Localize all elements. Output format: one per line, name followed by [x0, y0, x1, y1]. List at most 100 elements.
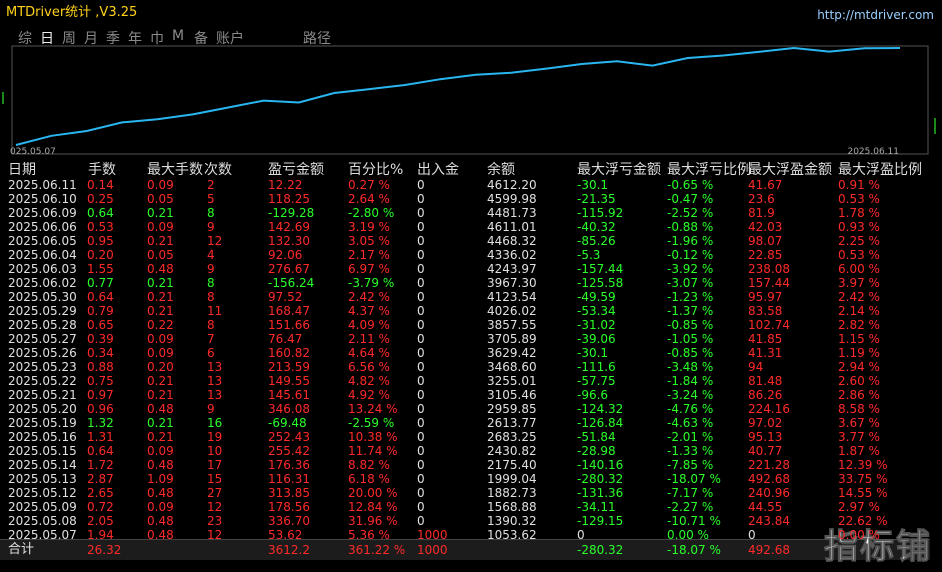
table-cell: 0.00 % [667, 528, 709, 542]
table-cell: 336.70 [268, 514, 310, 528]
table-cell: 0.53 % [838, 248, 880, 262]
table-cell: 0.05 [147, 248, 174, 262]
table-cell: 13 [207, 360, 223, 374]
table-cell: 2025.05.15 [8, 444, 77, 458]
table-cell: -0.85 % [667, 318, 714, 332]
tab[interactable]: 季 [106, 31, 120, 47]
column-header: 最大浮亏金额 [577, 162, 661, 178]
table-cell: 0 [417, 318, 425, 332]
table-cell: 252.43 [268, 430, 310, 444]
table-cell: 1.19 % [838, 346, 880, 360]
table-cell: 0.21 [147, 416, 174, 430]
table-cell: 33.75 % [838, 472, 888, 486]
table-cell: -1.23 % [667, 290, 714, 304]
table-cell: 10 [207, 444, 223, 458]
table-cell: 2175.40 [487, 458, 537, 472]
column-header: 最大浮盈比例 [838, 162, 922, 178]
table-cell: 0 [417, 430, 425, 444]
table-cell: 0.48 [147, 458, 174, 472]
table-cell: 16 [207, 416, 223, 430]
table-cell: -7.17 % [667, 486, 714, 500]
table-cell: 2025.06.11 [8, 178, 77, 192]
table-cell: 0 [417, 276, 425, 290]
table-cell: -156.24 [268, 276, 315, 290]
table-cell: 6.56 % [348, 360, 390, 374]
url-link[interactable]: http://mtdriver.com [817, 8, 934, 22]
table-cell: -39.06 [577, 332, 616, 346]
table-cell: 0 [417, 178, 425, 192]
tab[interactable]: 日 [40, 31, 54, 47]
tab[interactable]: M [172, 28, 185, 44]
table-cell: 2025.05.14 [8, 458, 77, 472]
tab[interactable]: 周 [62, 31, 76, 47]
column-header: 百分比% [348, 162, 404, 178]
table-cell: 2.65 [87, 486, 114, 500]
tab[interactable]: 综 [18, 31, 32, 47]
table-cell: 4.82 % [348, 374, 390, 388]
table-cell: 0.00 % [838, 528, 880, 542]
table-cell: 22.85 [748, 248, 783, 262]
watermark: 指标铺 [824, 527, 932, 568]
table-cell: 0.64 [87, 206, 114, 220]
table-cell: 41.67 [748, 178, 783, 192]
column-header: 日期 [8, 162, 36, 178]
table-cell: -0.12 % [667, 248, 714, 262]
table-cell: 313.85 [268, 486, 310, 500]
table-cell: 19 [207, 430, 223, 444]
tab[interactable]: 巾 [150, 31, 164, 47]
table-cell: 2.87 [87, 472, 114, 486]
table-cell: -129.28 [268, 206, 315, 220]
table-cell: 0.48 [147, 486, 174, 500]
table-cell: 0 [417, 234, 425, 248]
table-cell: 0.20 [147, 360, 174, 374]
table-cell: -2.52 % [667, 206, 714, 220]
table-cell: 0.21 [147, 388, 174, 402]
tab[interactable]: 路径 [303, 31, 331, 47]
table-cell: 0 [417, 402, 425, 416]
table-cell: 0.65 [87, 318, 114, 332]
table-cell: 2025.05.07 [8, 528, 77, 542]
table-cell: 0 [417, 486, 425, 500]
column-header: 余额 [487, 162, 515, 178]
table-cell: 0.72 [87, 500, 114, 514]
table-cell: 1568.88 [487, 500, 537, 514]
table-cell: 2.82 % [838, 318, 880, 332]
table-cell: -34.11 [577, 500, 616, 514]
table-cell: 0.09 [147, 346, 174, 360]
total-cell: -280.32 [577, 543, 624, 557]
table-cell: -1.05 % [667, 332, 714, 346]
table-cell: 2025.05.27 [8, 332, 77, 346]
table-cell: 76.47 [268, 332, 303, 346]
table-cell: 9 [207, 262, 215, 276]
table-cell: 1053.62 [487, 528, 537, 542]
tab[interactable]: 备 [194, 31, 208, 47]
table-cell: 15 [207, 472, 223, 486]
tab[interactable]: 年 [128, 31, 142, 47]
table-cell: 2.25 % [838, 234, 880, 248]
table-cell: 81.48 [748, 374, 783, 388]
table-cell: 8 [207, 318, 215, 332]
table-cell: -0.65 % [667, 178, 714, 192]
table-cell: -10.71 % [667, 514, 721, 528]
table-cell: -115.92 [577, 206, 624, 220]
table-cell: 0.48 [147, 262, 174, 276]
table-cell: 213.59 [268, 360, 310, 374]
tab[interactable]: 月 [84, 31, 98, 47]
table-cell: 2.42 % [838, 290, 880, 304]
tab[interactable]: 账户 [216, 31, 244, 47]
table-cell: 0.21 [147, 430, 174, 444]
table-cell: 8 [207, 276, 215, 290]
table-cell: 12 [207, 528, 223, 542]
table-cell: -85.26 [577, 234, 616, 248]
table-cell: 86.26 [748, 388, 783, 402]
table-cell: -124.32 [577, 402, 624, 416]
table-cell: 6.18 % [348, 472, 390, 486]
table-cell: 0.09 [147, 220, 174, 234]
table-cell: 0.25 [87, 192, 114, 206]
table-cell: 12.39 % [838, 458, 888, 472]
table-cell: 178.56 [268, 500, 310, 514]
table-cell: 0.14 [87, 178, 114, 192]
table-cell: 2025.06.02 [8, 276, 77, 290]
table-cell: 97.02 [748, 416, 783, 430]
column-header: 盈亏金额 [268, 162, 324, 178]
